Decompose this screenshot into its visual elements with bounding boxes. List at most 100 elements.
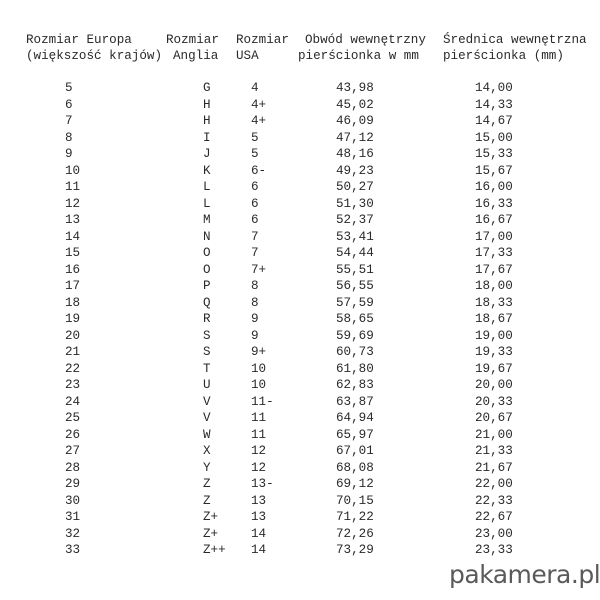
- circumference-cell: 52,37: [336, 213, 374, 227]
- uk-size-cell: M: [203, 213, 211, 227]
- usa-size-cell: 13: [251, 493, 267, 508]
- circumference-cell: 54,44: [336, 246, 374, 260]
- europe-size-cell: 6: [65, 97, 73, 112]
- usa-size-cell: 9+: [251, 345, 267, 359]
- uk-size-cell: S: [203, 345, 211, 359]
- uk-size-cell: H: [203, 97, 211, 112]
- uk-size-cell: U: [203, 378, 211, 392]
- europe-size-cell: 14: [65, 229, 81, 244]
- europe-size-cell: 15: [65, 246, 81, 260]
- europe-size-cell: 10: [65, 163, 81, 178]
- diameter-cell: 20,33: [475, 394, 513, 409]
- usa-size-cell: 7: [251, 246, 259, 260]
- circumference-cell: 70,15: [336, 493, 374, 508]
- uk-size-cell: O: [203, 246, 211, 260]
- uk-size-cell: T: [203, 361, 211, 376]
- uk-size-cell: J: [203, 147, 211, 161]
- diameter-cell: 16,33: [475, 196, 513, 211]
- uk-size-cell: L: [203, 180, 211, 194]
- europe-size-cell: 19: [65, 312, 81, 326]
- europe-size-cell: 33: [65, 543, 81, 557]
- diameter-cell: 22,00: [475, 477, 513, 491]
- header-diameter: Średnica wewnętrzna: [443, 33, 587, 47]
- diameter-cell: 14,67: [475, 114, 513, 128]
- europe-size-cell: 8: [65, 130, 73, 145]
- diameter-cell: 17,67: [475, 262, 513, 277]
- uk-size-cell: X: [203, 444, 211, 458]
- circumference-cell: 51,30: [336, 196, 374, 211]
- circumference-cell: 53,41: [336, 229, 374, 244]
- usa-size-cell: 4+: [251, 97, 267, 112]
- usa-size-cell: 11: [251, 427, 267, 442]
- diameter-cell: 20,00: [475, 378, 513, 392]
- europe-size-cell: 18: [65, 295, 81, 310]
- uk-size-cell: R: [203, 312, 211, 326]
- usa-size-cell: 10: [251, 361, 267, 376]
- europe-size-cell: 9: [65, 147, 73, 161]
- usa-size-cell: 9: [251, 328, 259, 343]
- header-diameter-sub: pierścionka (mm): [443, 49, 564, 63]
- diameter-cell: 18,33: [475, 295, 513, 310]
- circumference-cell: 57,59: [336, 295, 374, 310]
- usa-size-cell: 6: [251, 213, 259, 227]
- usa-size-cell: 10: [251, 378, 267, 392]
- diameter-cell: 19,33: [475, 345, 513, 359]
- uk-size-cell: Z: [203, 493, 211, 508]
- header-usa: Rozmiar: [236, 33, 289, 47]
- diameter-cell: 14,33: [475, 97, 513, 112]
- uk-size-cell: Q: [203, 295, 211, 310]
- circumference-cell: 72,26: [336, 526, 374, 541]
- header-circumference: Obwód wewnętrzny: [305, 33, 426, 47]
- circumference-cell: 63,87: [336, 394, 374, 409]
- usa-size-cell: 8: [251, 295, 259, 310]
- europe-size-cell: 5: [65, 81, 73, 95]
- diameter-cell: 16,67: [475, 213, 513, 227]
- header-europe-sub: (większość krajów): [26, 49, 163, 63]
- circumference-cell: 71,22: [336, 510, 374, 524]
- europe-size-cell: 23: [65, 378, 81, 392]
- europe-size-cell: 11: [65, 180, 81, 194]
- europe-size-cell: 24: [65, 394, 81, 409]
- uk-size-cell: K: [203, 163, 211, 178]
- diameter-cell: 20,67: [475, 411, 513, 425]
- uk-size-cell: L: [203, 196, 211, 211]
- usa-size-cell: 6-: [251, 163, 267, 178]
- uk-size-cell: G: [203, 81, 211, 95]
- circumference-cell: 65,97: [336, 427, 374, 442]
- pakamera-logo: pakamera.pl: [449, 560, 600, 589]
- diameter-cell: 21,67: [475, 460, 513, 475]
- circumference-cell: 45,02: [336, 97, 374, 112]
- circumference-cell: 56,55: [336, 279, 374, 293]
- usa-size-cell: 14: [251, 543, 267, 557]
- circumference-cell: 58,65: [336, 312, 374, 326]
- circumference-cell: 59,69: [336, 328, 374, 343]
- diameter-cell: 15,67: [475, 163, 513, 178]
- uk-size-cell: Z+: [203, 526, 219, 541]
- usa-size-cell: 12: [251, 444, 267, 458]
- uk-size-cell: W: [203, 427, 211, 442]
- diameter-cell: 15,33: [475, 147, 513, 161]
- europe-size-cell: 28: [65, 460, 81, 475]
- europe-size-cell: 12: [65, 196, 81, 211]
- usa-size-cell: 5: [251, 130, 259, 145]
- europe-size-cell: 16: [65, 262, 81, 277]
- usa-size-cell: 7+: [251, 262, 267, 277]
- diameter-cell: 22,67: [475, 510, 513, 524]
- diameter-cell: 23,00: [475, 526, 513, 541]
- diameter-cell: 21,33: [475, 444, 513, 458]
- europe-size-cell: 31: [65, 510, 81, 524]
- europe-size-cell: 32: [65, 526, 81, 541]
- circumference-cell: 46,09: [336, 114, 374, 128]
- europe-size-cell: 17: [65, 279, 81, 293]
- header-usa-sub: USA: [236, 49, 259, 63]
- usa-size-cell: 4: [251, 81, 259, 95]
- circumference-cell: 48,16: [336, 147, 374, 161]
- uk-size-cell: Y: [203, 460, 211, 475]
- diameter-cell: 14,00: [475, 81, 513, 95]
- circumference-cell: 55,51: [336, 262, 374, 277]
- circumference-cell: 50,27: [336, 180, 374, 194]
- europe-size-cell: 7: [65, 114, 73, 128]
- uk-size-cell: P: [203, 279, 211, 293]
- circumference-cell: 43,98: [336, 81, 374, 95]
- circumference-cell: 64,94: [336, 411, 374, 425]
